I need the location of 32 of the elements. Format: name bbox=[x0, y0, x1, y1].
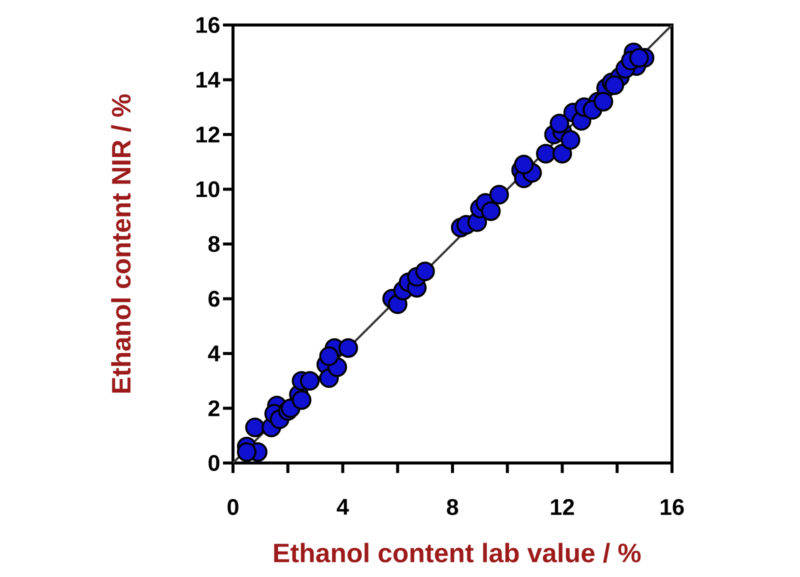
point bbox=[319, 346, 339, 366]
y-tick-label: 10 bbox=[196, 181, 220, 198]
x-tick-label: 4 bbox=[336, 499, 349, 515]
y-tick-label: 12 bbox=[196, 126, 220, 142]
y-tick-label: 0 bbox=[208, 454, 220, 472]
x-tick-label: 0 bbox=[228, 499, 238, 516]
y-tick-label: 6 bbox=[208, 290, 220, 307]
x-tick-label: 8 bbox=[446, 499, 458, 516]
y-tick-label: 4 bbox=[208, 346, 220, 362]
point bbox=[536, 144, 556, 164]
point bbox=[300, 371, 320, 391]
point bbox=[338, 338, 358, 358]
x-tick-label: 12 bbox=[551, 499, 574, 515]
point bbox=[594, 92, 614, 112]
point bbox=[629, 48, 649, 68]
x-axis-title: Ethanol content lab value / % bbox=[274, 542, 641, 563]
point bbox=[292, 390, 312, 410]
y-axis-title: Ethanol content NIR / % bbox=[111, 94, 131, 393]
point bbox=[560, 130, 580, 150]
point bbox=[552, 144, 572, 164]
y-tick-label: 2 bbox=[208, 400, 220, 416]
point bbox=[236, 442, 257, 462]
point bbox=[514, 154, 534, 174]
point bbox=[550, 114, 570, 134]
point bbox=[415, 262, 435, 282]
y-tick-label: 16 bbox=[196, 16, 220, 34]
point bbox=[245, 418, 265, 438]
y-tick-label: 8 bbox=[208, 236, 220, 252]
x-tick-label: 16 bbox=[660, 499, 684, 516]
y-tick-label: 14 bbox=[196, 72, 220, 88]
point bbox=[489, 184, 509, 205]
point bbox=[481, 201, 501, 221]
